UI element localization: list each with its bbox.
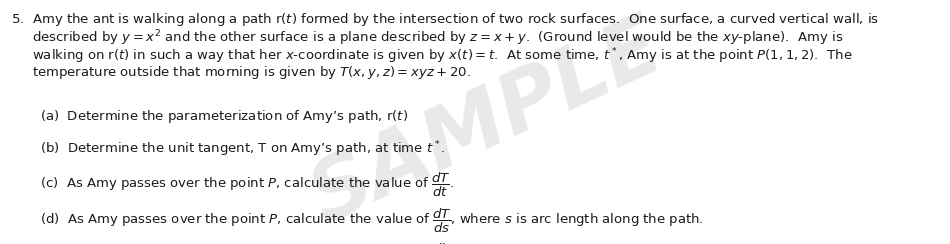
- Text: (a)  Determine the parameterization of Amy’s path, r($t$): (a) Determine the parameterization of Am…: [40, 108, 408, 125]
- Text: 5.  Amy the ant is walking along a path r($t$) formed by the intersection of two: 5. Amy the ant is walking along a path r…: [11, 11, 880, 28]
- Text: walking on r($t$) in such a way that her $x$-coordinate is given by $x(t) = t$. : walking on r($t$) in such a way that her…: [11, 46, 853, 66]
- Text: (d)  As Amy passes over the point $P$, calculate the value of $\dfrac{dT}{ds}$, : (d) As Amy passes over the point $P$, ca…: [40, 206, 703, 234]
- Text: SAMPLE: SAMPLE: [298, 7, 675, 240]
- Text: temperature outside that morning is given by $T(x, y, z) = xyz + 20$.: temperature outside that morning is give…: [11, 64, 471, 81]
- Text: (b)  Determine the unit tangent, T on Amy’s path, at time $t^*$.: (b) Determine the unit tangent, T on Amy…: [40, 139, 446, 159]
- Text: described by $y = x^2$ and the other surface is a plane described by $z = x + y$: described by $y = x^2$ and the other sur…: [11, 29, 844, 48]
- Text: (e)  As Amy passes over the point $P$, calculate the value of $\dfrac{dh}{ds}$, : (e) As Amy passes over the point $P$, ca…: [40, 242, 756, 244]
- Text: (c)  As Amy passes over the point $P$, calculate the value of $\dfrac{dT}{dt}$.: (c) As Amy passes over the point $P$, ca…: [40, 171, 454, 199]
